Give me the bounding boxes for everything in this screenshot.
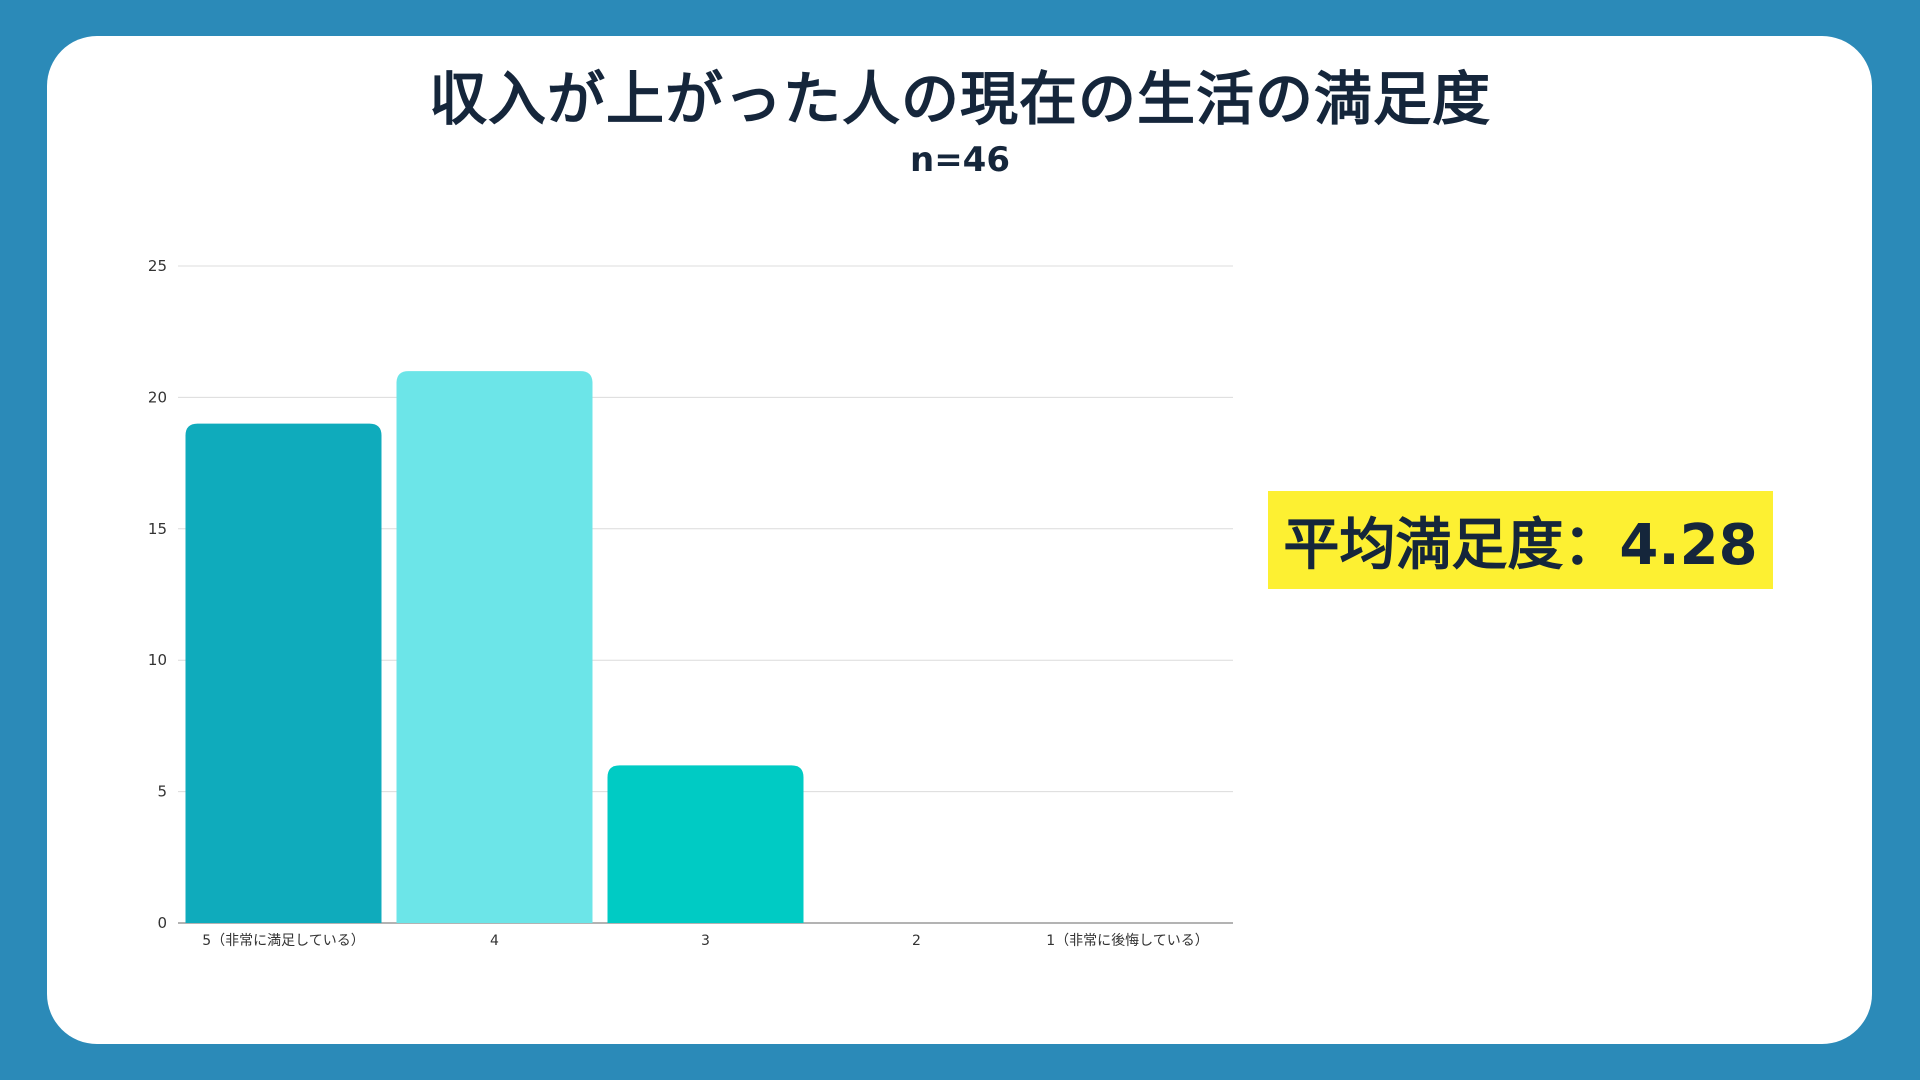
y-tick-label: 15 bbox=[148, 520, 167, 538]
x-tick-label: 5（非常に満足している） bbox=[202, 933, 365, 949]
x-axis-ticks: 5（非常に満足している） 4 3 2 1（非常に後悔している） bbox=[202, 933, 1209, 949]
y-tick-label: 25 bbox=[148, 257, 167, 275]
x-tick-label: 3 bbox=[701, 933, 710, 949]
x-tick-label: 1（非常に後悔している） bbox=[1046, 933, 1209, 949]
x-tick-label: 2 bbox=[912, 933, 921, 949]
chart-subtitle: n=46 bbox=[909, 140, 1010, 180]
x-tick-label: 4 bbox=[490, 933, 499, 949]
y-tick-label: 10 bbox=[148, 651, 167, 669]
chart-title: 収入が上がった人の現在の生活の満足度 bbox=[428, 65, 1491, 133]
bar bbox=[396, 371, 593, 923]
y-tick-label: 5 bbox=[157, 783, 167, 801]
bars bbox=[185, 371, 804, 923]
bar bbox=[607, 765, 804, 923]
y-tick-label: 0 bbox=[157, 914, 167, 932]
y-tick-label: 20 bbox=[148, 388, 167, 406]
average-satisfaction-label: 平均満足度：4.28 bbox=[1283, 512, 1758, 578]
bar bbox=[185, 423, 382, 923]
y-axis-ticks: 0 5 10 15 20 25 bbox=[148, 257, 167, 932]
average-satisfaction-badge: 平均満足度：4.28 bbox=[1268, 491, 1773, 589]
